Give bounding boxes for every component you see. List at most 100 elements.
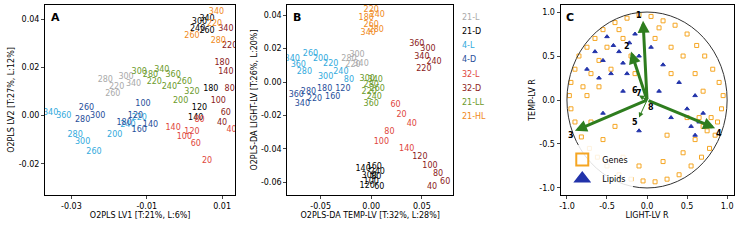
svg-text:-1.0: -1.0 <box>559 202 575 211</box>
svg-text:20: 20 <box>202 156 212 165</box>
svg-text:0.01: 0.01 <box>213 202 231 211</box>
svg-text:0.05: 0.05 <box>413 202 431 211</box>
svg-text:340: 340 <box>295 99 310 108</box>
svg-text:220: 220 <box>364 5 379 14</box>
svg-text:260: 260 <box>184 31 199 40</box>
svg-text:340: 340 <box>45 108 58 117</box>
svg-text:240: 240 <box>367 92 382 101</box>
svg-text:300: 300 <box>349 50 364 59</box>
svg-text:60: 60 <box>221 108 231 117</box>
svg-text:-0.06: -0.06 <box>261 178 282 187</box>
svg-text:260: 260 <box>86 147 101 156</box>
svg-text:280: 280 <box>75 115 90 124</box>
svg-text:120: 120 <box>192 103 207 112</box>
svg-text:280: 280 <box>211 36 226 45</box>
svg-text:Lipids: Lipids <box>602 175 625 184</box>
svg-text:-0.01: -0.01 <box>136 202 157 211</box>
svg-text:6: 6 <box>632 86 638 95</box>
svg-text:340: 340 <box>361 28 376 37</box>
svg-text:200: 200 <box>107 130 122 139</box>
svg-text:120: 120 <box>360 181 375 190</box>
svg-text:340: 340 <box>414 52 429 61</box>
svg-text:220: 220 <box>109 82 124 91</box>
svg-text:0.0: 0.0 <box>641 202 654 211</box>
svg-text:100: 100 <box>364 177 379 186</box>
svg-text:80: 80 <box>194 115 204 124</box>
svg-text:360: 360 <box>165 70 180 79</box>
svg-text:340: 340 <box>218 24 233 33</box>
svg-text:C: C <box>566 11 574 24</box>
svg-text:O2PLS LV2 [T:27%, L:12%]: O2PLS LV2 [T:27%, L:12%] <box>7 47 16 153</box>
svg-text:4-D: 4-D <box>462 55 476 64</box>
svg-text:1.0: 1.0 <box>721 202 734 211</box>
svg-text:180: 180 <box>317 84 332 93</box>
svg-text:40: 40 <box>407 119 417 128</box>
svg-text:-0.5: -0.5 <box>539 140 555 149</box>
svg-text:360: 360 <box>291 60 306 69</box>
svg-text:140: 140 <box>143 120 158 129</box>
svg-text:300: 300 <box>360 74 375 83</box>
svg-text:60: 60 <box>374 182 384 191</box>
svg-text:240: 240 <box>120 120 135 129</box>
svg-text:-0.05: -0.05 <box>310 202 331 211</box>
svg-text:0.00: 0.00 <box>362 202 380 211</box>
svg-text:-0.5: -0.5 <box>599 202 615 211</box>
svg-text:300: 300 <box>132 67 147 76</box>
svg-text:-0.02: -0.02 <box>261 111 282 120</box>
svg-text:140: 140 <box>188 113 203 122</box>
svg-text:220: 220 <box>416 64 431 73</box>
svg-text:0.02: 0.02 <box>22 63 40 72</box>
svg-text:0.5: 0.5 <box>542 52 555 61</box>
svg-text:100: 100 <box>374 137 389 146</box>
svg-text:3: 3 <box>568 131 574 140</box>
svg-text:O2PLS LV1 [T:21%, L:6%]: O2PLS LV1 [T:21%, L:6%] <box>90 211 191 220</box>
svg-text:220: 220 <box>147 77 162 86</box>
svg-text:-0.02: -0.02 <box>19 160 40 169</box>
svg-text:-1.0: -1.0 <box>539 184 555 193</box>
svg-text:300: 300 <box>192 17 207 26</box>
svg-text:40: 40 <box>226 125 235 134</box>
svg-text:300: 300 <box>118 72 133 81</box>
svg-text:40: 40 <box>217 118 227 127</box>
svg-text:300: 300 <box>318 72 333 81</box>
svg-text:280: 280 <box>364 80 379 89</box>
svg-text:40: 40 <box>427 182 437 191</box>
svg-text:180: 180 <box>359 13 374 22</box>
svg-text:200: 200 <box>173 96 188 105</box>
svg-text:32-D: 32-D <box>462 84 481 93</box>
svg-text:100: 100 <box>422 161 437 170</box>
svg-text:220: 220 <box>323 59 338 68</box>
svg-text:1: 1 <box>636 11 642 20</box>
svg-text:340: 340 <box>154 65 169 74</box>
svg-text:220: 220 <box>307 94 322 103</box>
svg-text:280: 280 <box>369 25 384 34</box>
svg-text:360: 360 <box>56 111 71 120</box>
svg-text:21-D: 21-D <box>462 27 481 36</box>
svg-text:360: 360 <box>409 39 424 48</box>
svg-text:300: 300 <box>75 137 90 146</box>
svg-text:120: 120 <box>184 127 199 136</box>
svg-text:-0.03: -0.03 <box>61 202 82 211</box>
svg-text:100: 100 <box>177 132 192 141</box>
svg-text:5: 5 <box>632 118 638 127</box>
svg-text:300: 300 <box>90 111 105 120</box>
svg-text:O2PLS-DA LIGHT-LV [T:26%, L:20: O2PLS-DA LIGHT-LV [T:26%, L:20%] <box>250 29 259 170</box>
svg-text:80: 80 <box>433 169 443 178</box>
svg-text:21-L: 21-L <box>462 13 480 22</box>
svg-text:240: 240 <box>426 57 441 66</box>
svg-text:60: 60 <box>440 177 450 186</box>
svg-text:80: 80 <box>225 84 235 93</box>
svg-text:280: 280 <box>341 54 356 63</box>
svg-text:80: 80 <box>384 127 394 136</box>
svg-text:240: 240 <box>162 82 177 91</box>
svg-text:220: 220 <box>222 41 235 50</box>
svg-text:20: 20 <box>397 110 407 119</box>
svg-text:360: 360 <box>289 90 304 99</box>
svg-text:260: 260 <box>303 49 318 58</box>
svg-text:4-L: 4-L <box>462 41 475 50</box>
svg-text:7: 7 <box>636 89 642 98</box>
svg-text:260: 260 <box>370 84 385 93</box>
svg-text:120: 120 <box>128 111 143 120</box>
svg-text:280: 280 <box>68 130 83 139</box>
svg-text:-0.04: -0.04 <box>261 145 282 154</box>
